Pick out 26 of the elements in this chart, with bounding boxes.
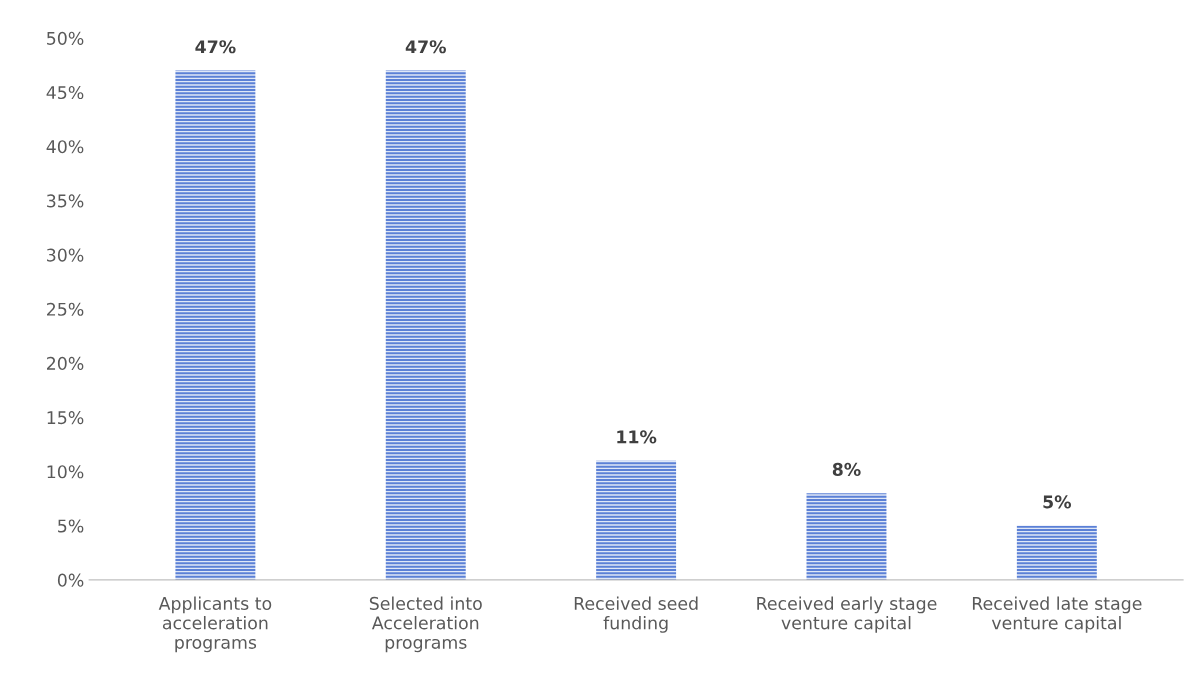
x-tick-label: Received seed funding <box>574 596 698 633</box>
data-label: 47% <box>195 40 236 54</box>
y-tick-label: 15% <box>47 411 84 425</box>
bar <box>385 70 466 580</box>
data-label: 11% <box>617 430 657 444</box>
y-tick-label: 10% <box>47 465 84 479</box>
x-tick-label: Selected into Acceleration programs <box>369 596 482 653</box>
y-tick-label: 40% <box>46 140 84 154</box>
x-tick-label: Received early stage venture capital <box>757 596 937 633</box>
data-label: 5% <box>1043 495 1072 509</box>
bar <box>596 460 677 580</box>
bar <box>175 70 256 580</box>
y-tick-label: 20% <box>47 356 84 370</box>
y-tick-label: 25% <box>47 302 84 316</box>
y-tick-label: 50% <box>47 31 84 45</box>
bar <box>806 493 887 580</box>
y-tick-label: 45% <box>46 85 84 100</box>
data-label: 47% <box>405 40 446 54</box>
y-tick-label: 5% <box>58 519 84 533</box>
x-tick-label: Received late stage venture capital <box>972 596 1142 633</box>
y-tick-label: 35% <box>47 194 84 208</box>
y-tick-label: 0% <box>57 573 84 587</box>
y-tick-label: 30% <box>47 248 84 262</box>
x-tick-label: Applicants to acceleration programs <box>158 596 272 653</box>
bar <box>1016 525 1097 580</box>
data-label: 8% <box>832 462 861 476</box>
